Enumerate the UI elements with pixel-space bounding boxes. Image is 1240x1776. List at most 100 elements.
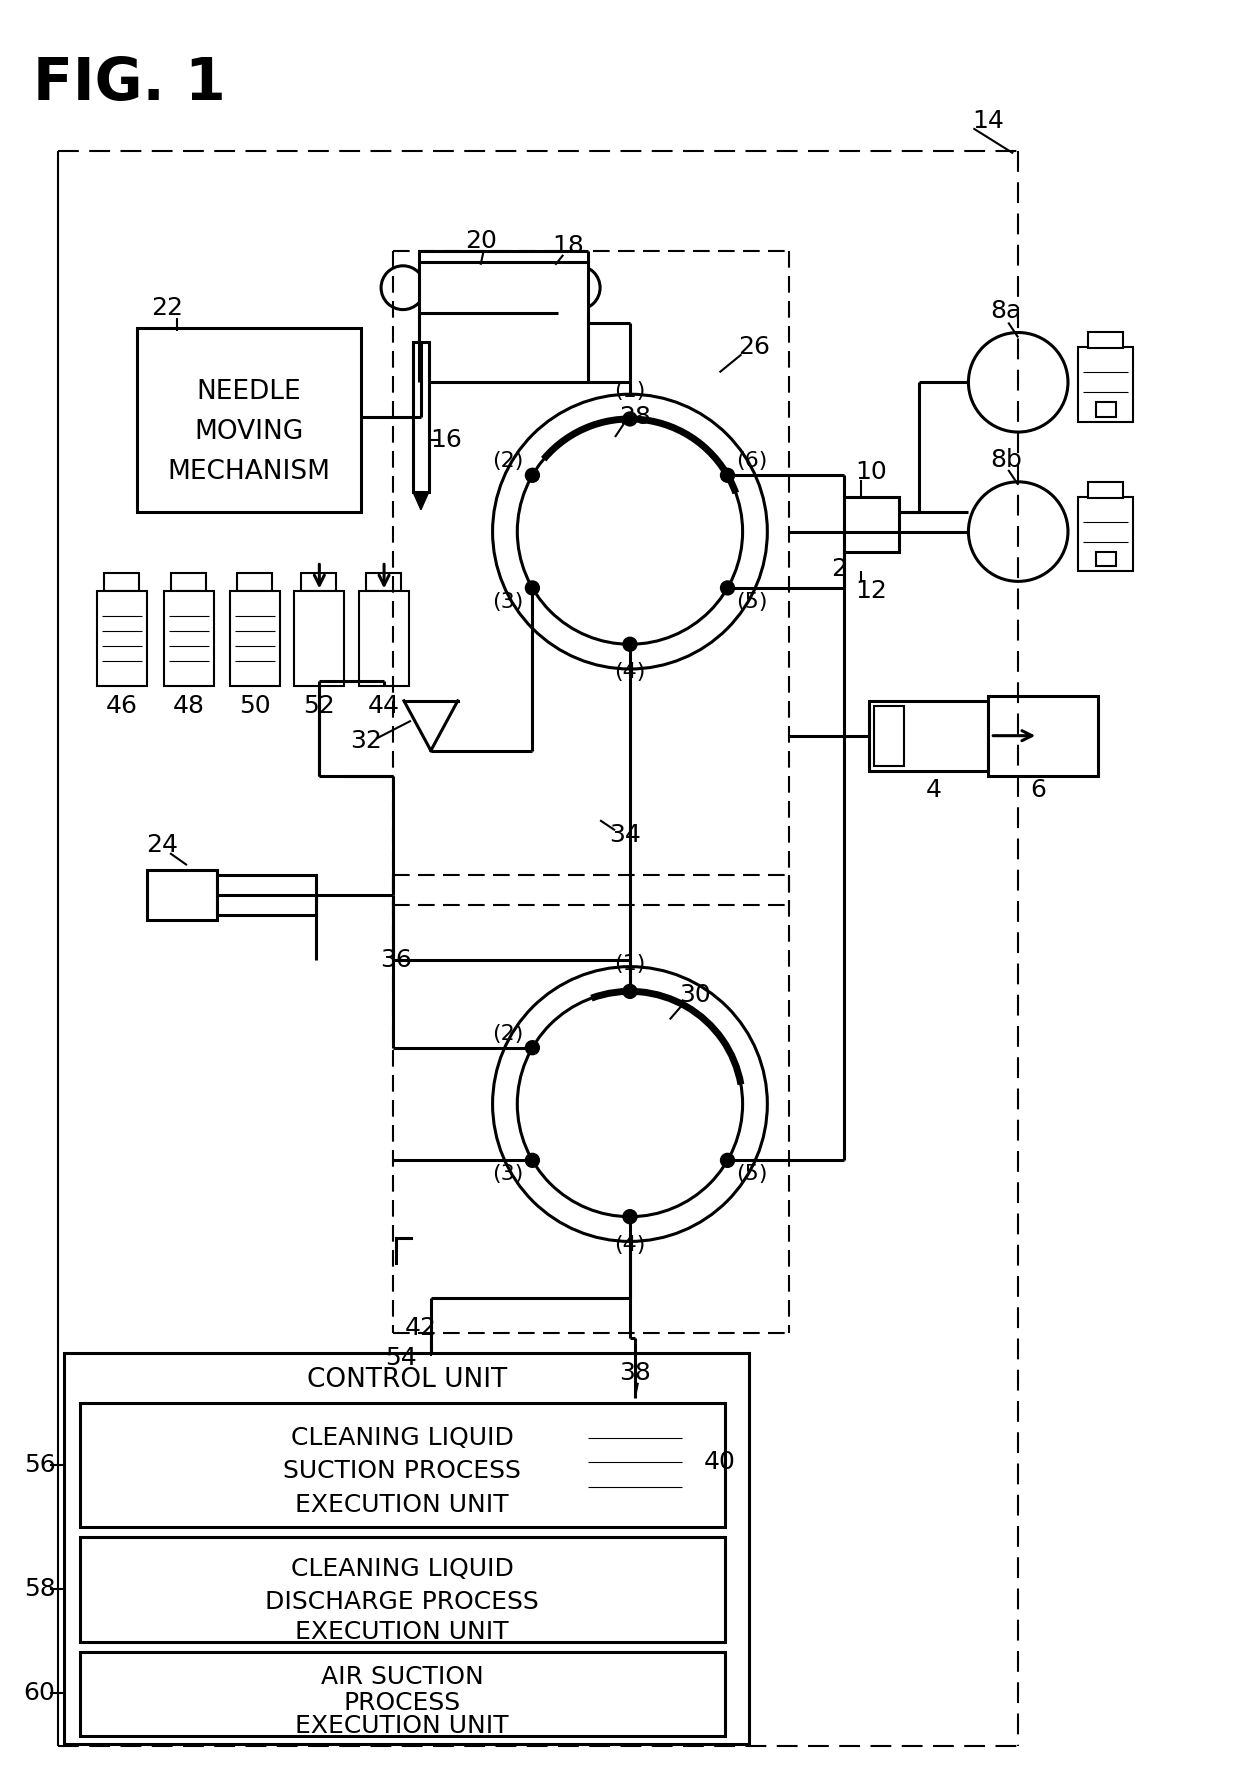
Bar (217, 876, 316, 915)
Text: 8a: 8a (991, 298, 1022, 323)
Text: 38: 38 (619, 1360, 651, 1385)
Circle shape (720, 581, 734, 595)
Bar (148, 870, 217, 920)
Text: (1): (1) (614, 954, 646, 973)
Text: 24: 24 (146, 833, 179, 858)
Ellipse shape (557, 266, 600, 309)
Bar (413, 343, 429, 492)
Circle shape (517, 419, 743, 645)
Text: 48: 48 (172, 694, 205, 718)
Circle shape (622, 984, 637, 998)
Bar (1087, 332, 1122, 348)
Text: 46: 46 (107, 694, 138, 718)
Text: 12: 12 (854, 579, 887, 604)
Text: 32: 32 (350, 728, 382, 753)
Ellipse shape (512, 266, 557, 309)
Bar (419, 261, 588, 382)
Text: EXECUTION UNIT: EXECUTION UNIT (295, 1620, 508, 1643)
Text: 16: 16 (430, 428, 461, 453)
Circle shape (526, 1041, 539, 1055)
Circle shape (968, 332, 1068, 432)
Bar (844, 497, 899, 552)
Text: (2): (2) (492, 1023, 525, 1044)
Bar (171, 574, 206, 591)
Bar (869, 702, 988, 771)
Bar (164, 591, 213, 686)
Text: FIG. 1: FIG. 1 (32, 55, 226, 112)
Text: 6: 6 (1030, 778, 1047, 803)
Bar (81, 1403, 724, 1527)
Text: 20: 20 (465, 229, 496, 252)
Circle shape (622, 412, 637, 426)
Bar (98, 591, 148, 686)
Text: (1): (1) (614, 382, 646, 401)
Ellipse shape (469, 266, 512, 309)
Text: (4): (4) (614, 1234, 646, 1254)
Bar (1096, 401, 1116, 417)
Text: (3): (3) (492, 1165, 525, 1185)
Bar (1078, 348, 1132, 423)
Text: 8b: 8b (991, 448, 1022, 472)
Text: 42: 42 (405, 1316, 436, 1341)
Bar (366, 574, 401, 591)
Text: CONTROL UNIT: CONTROL UNIT (306, 1368, 507, 1392)
Bar (580, 1398, 689, 1527)
Text: (5): (5) (735, 591, 768, 613)
Circle shape (517, 991, 743, 1217)
Bar (615, 1510, 652, 1527)
Bar (138, 327, 361, 511)
Circle shape (492, 394, 768, 670)
Bar (1087, 481, 1122, 497)
Text: EXECUTION UNIT: EXECUTION UNIT (295, 1494, 508, 1517)
Text: DISCHARGE PROCESS: DISCHARGE PROCESS (265, 1590, 539, 1614)
Text: 18: 18 (552, 234, 584, 258)
Text: (3): (3) (492, 591, 525, 613)
Text: 58: 58 (24, 1577, 56, 1600)
Text: 44: 44 (368, 694, 401, 718)
Text: (2): (2) (492, 451, 525, 471)
Circle shape (526, 469, 539, 483)
Bar (1078, 497, 1132, 572)
Circle shape (492, 966, 768, 1241)
Text: MOVING: MOVING (193, 419, 304, 446)
Bar (237, 574, 272, 591)
Circle shape (526, 1153, 539, 1167)
Text: 52: 52 (304, 694, 335, 718)
Circle shape (526, 581, 539, 595)
Text: 40: 40 (703, 1451, 735, 1474)
Text: 54: 54 (386, 1346, 417, 1369)
Text: SUCTION PROCESS: SUCTION PROCESS (283, 1460, 521, 1483)
Text: 10: 10 (856, 460, 887, 483)
Text: 22: 22 (151, 295, 184, 320)
Text: 4: 4 (925, 778, 941, 803)
Circle shape (968, 481, 1068, 581)
Text: (4): (4) (614, 662, 646, 682)
Bar (104, 574, 139, 591)
Text: 34: 34 (609, 824, 641, 847)
Text: 26: 26 (738, 336, 770, 359)
Text: 50: 50 (239, 694, 270, 718)
Text: PROCESS: PROCESS (343, 1691, 460, 1716)
Ellipse shape (381, 266, 425, 309)
Text: 2: 2 (831, 558, 847, 581)
Text: (6): (6) (737, 451, 768, 471)
Bar (294, 591, 345, 686)
Text: (5): (5) (735, 1165, 768, 1185)
Bar (229, 591, 279, 686)
Ellipse shape (425, 266, 469, 309)
Text: 56: 56 (24, 1453, 56, 1478)
Circle shape (720, 1153, 734, 1167)
Text: 14: 14 (972, 110, 1004, 133)
Text: AIR SUCTION: AIR SUCTION (321, 1666, 484, 1689)
Bar (64, 1353, 749, 1744)
Text: 36: 36 (381, 948, 412, 971)
Text: CLEANING LIQUID: CLEANING LIQUID (290, 1558, 513, 1581)
Text: 60: 60 (24, 1682, 56, 1705)
Text: EXECUTION UNIT: EXECUTION UNIT (295, 1714, 508, 1739)
Bar (360, 591, 409, 686)
Bar (81, 1652, 724, 1737)
Bar (874, 705, 904, 765)
Text: NEEDLE: NEEDLE (196, 380, 301, 405)
Bar (988, 696, 1097, 776)
Bar (81, 1536, 724, 1641)
